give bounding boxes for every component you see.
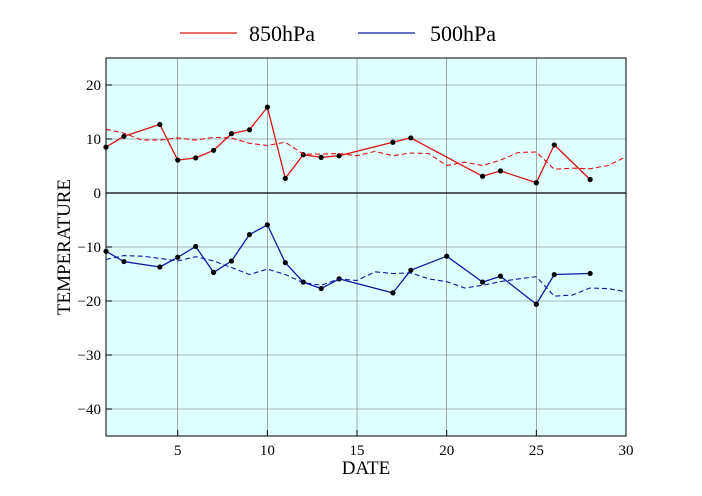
data-point [210,147,217,153]
series-group [103,104,627,307]
series-line-3 [105,255,627,297]
data-point [497,273,504,279]
y-tick-label: −40 [78,402,101,418]
data-point [408,135,414,141]
data-point [390,290,396,296]
data-point [587,176,593,183]
data-point [551,142,557,148]
y-tick-label: 0 [94,186,102,202]
data-point [246,231,253,238]
data-point [533,180,539,186]
data-point [282,175,288,182]
data-point [228,258,235,264]
x-tick-label: 20 [439,443,454,459]
grid [106,58,626,436]
series-line-1 [105,128,627,170]
data-point [210,269,217,275]
data-point [336,153,342,159]
data-point [193,155,199,161]
x-tick-label: 15 [350,443,365,459]
y-axis-title: TEMPERATURE [54,179,75,315]
data-point [533,301,539,307]
data-point [175,157,181,163]
series-line-0 [105,106,591,184]
data-point [444,253,450,259]
data-point [121,133,127,139]
y-tick-label: −10 [78,240,101,256]
y-tick-label: −30 [78,348,101,364]
data-point [246,127,253,133]
data-point [318,154,324,160]
data-point [228,131,235,137]
data-point [175,254,181,260]
x-tick-label: 5 [174,443,182,459]
y-tick-label: 10 [86,132,101,148]
data-point [157,264,163,270]
x-axis-title: DATE [342,458,391,479]
x-tick-label: 30 [619,443,634,459]
data-point [318,285,324,292]
data-point [551,271,557,278]
legend-label-500hpa: 500hPa [430,21,496,46]
data-point [121,258,127,265]
data-point [479,279,486,285]
data-point [587,270,593,277]
legend-label-850hpa: 850hPa [249,21,315,46]
data-point [193,243,199,250]
data-point [264,222,270,228]
x-tick-label: 25 [529,443,544,459]
y-tick-label: −20 [78,294,101,310]
data-point [479,173,486,179]
x-tick-label: 10 [260,443,275,459]
data-point [157,121,163,128]
data-point [408,267,414,273]
data-point [390,139,396,145]
data-point [264,104,270,110]
legend: 850hPa 500hPa [180,21,496,46]
y-tick-label: 20 [86,78,101,94]
data-point [497,168,504,174]
data-point [282,260,288,266]
axis-ticks: 5 10 15 20 25 30 −40 −30 −20 −10 0 10 20 [78,78,634,459]
